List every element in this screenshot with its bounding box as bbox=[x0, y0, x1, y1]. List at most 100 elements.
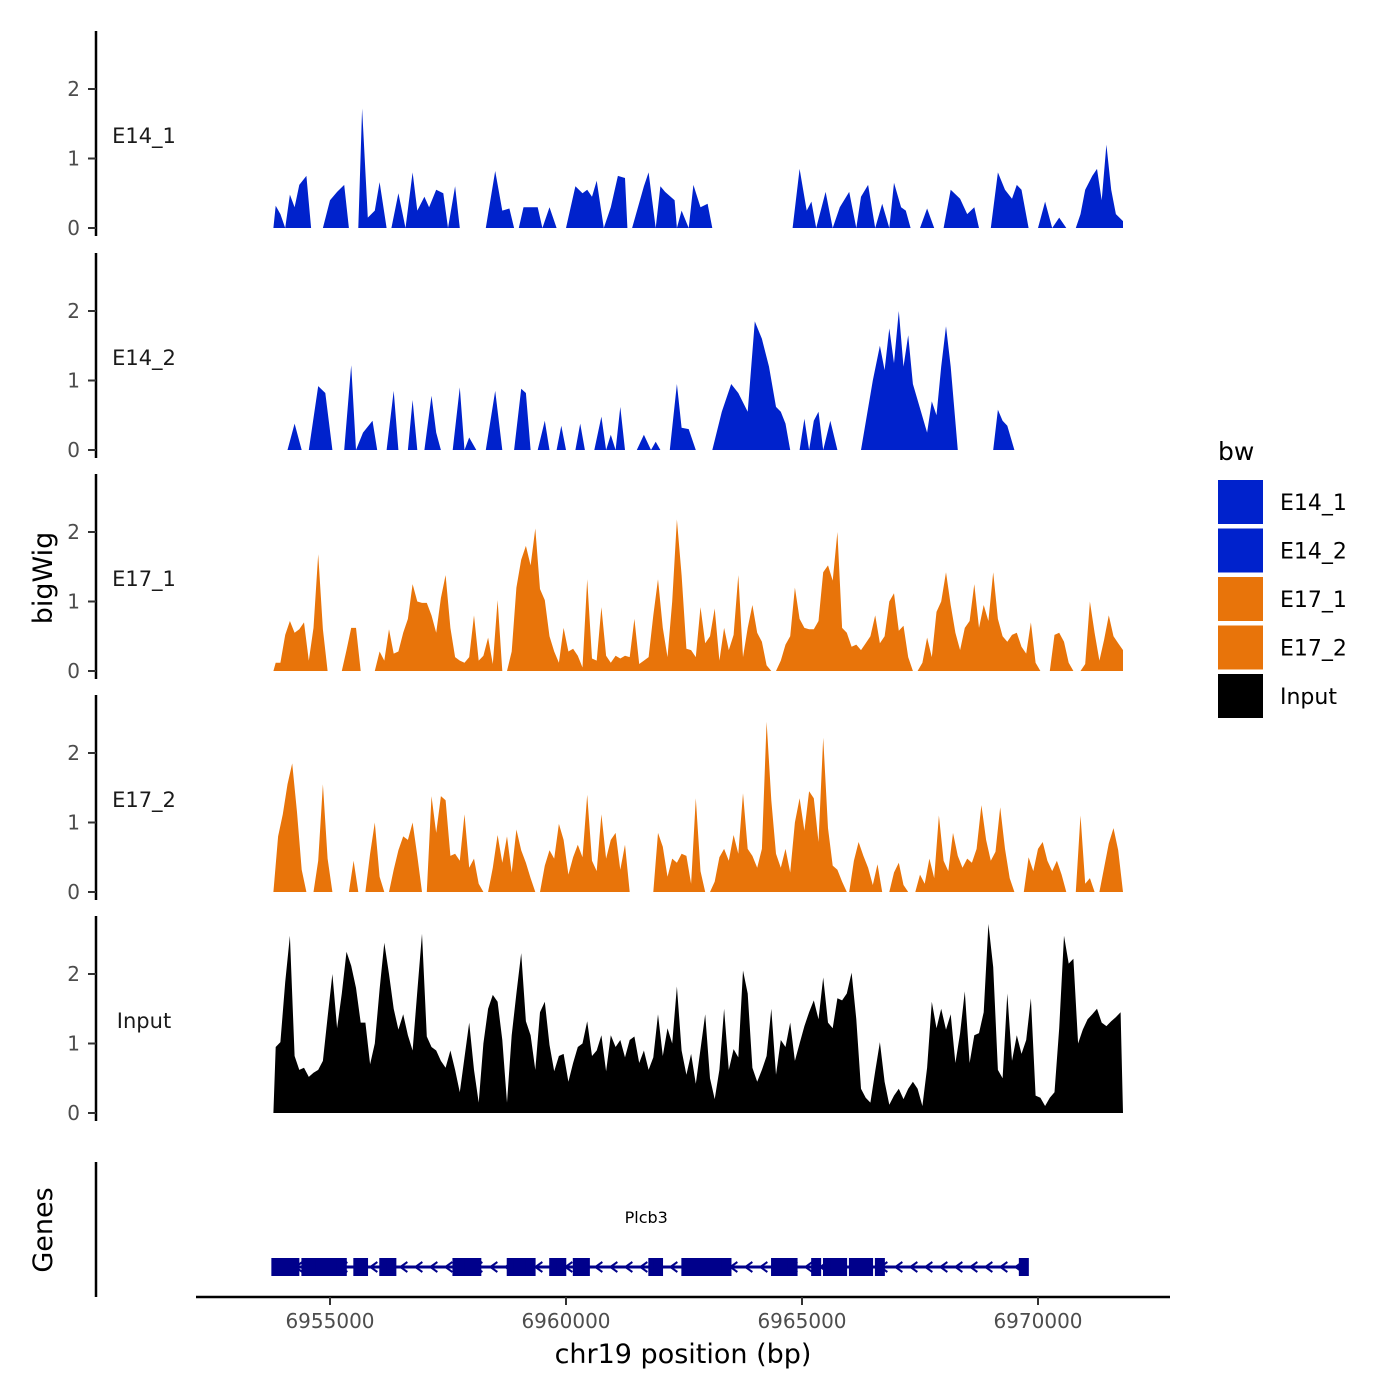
strand-arrow bbox=[893, 1261, 903, 1273]
y-tick-label: 0 bbox=[67, 216, 80, 240]
strand-arrow bbox=[938, 1261, 948, 1273]
signal-area bbox=[273, 924, 1123, 1113]
strand-arrow bbox=[428, 1261, 438, 1273]
x-tick-label: 6965000 bbox=[757, 1309, 846, 1333]
legend-item: E17_2 bbox=[1218, 625, 1347, 670]
strand-arrow bbox=[953, 1261, 963, 1273]
strand-arrow bbox=[638, 1261, 648, 1273]
legend-swatch bbox=[1218, 480, 1263, 524]
exon bbox=[721, 1258, 732, 1276]
track-label: E14_1 bbox=[112, 124, 176, 149]
strand-arrow bbox=[908, 1261, 918, 1273]
signal-area bbox=[287, 311, 1015, 450]
gene-models: Plcb3 bbox=[271, 1208, 1029, 1276]
strand-arrow bbox=[488, 1261, 498, 1273]
exon bbox=[379, 1258, 390, 1276]
exon bbox=[315, 1258, 326, 1276]
x-ticks: 6955000 6960000 6965000 6970000 bbox=[285, 1297, 1083, 1333]
exon bbox=[856, 1258, 866, 1276]
track-label: E17_2 bbox=[112, 788, 176, 813]
strand-arrow bbox=[443, 1261, 453, 1273]
exon bbox=[579, 1258, 590, 1276]
exon bbox=[704, 1258, 715, 1276]
exon bbox=[525, 1258, 536, 1276]
y-tick-label: 2 bbox=[67, 299, 80, 323]
exon bbox=[1018, 1258, 1029, 1276]
signal-area bbox=[273, 519, 1123, 671]
exon bbox=[830, 1258, 841, 1276]
strand-arrow bbox=[623, 1261, 633, 1273]
y-tick-label: 2 bbox=[67, 962, 80, 986]
y-tick-label: 0 bbox=[67, 438, 80, 462]
exon bbox=[452, 1258, 463, 1276]
genes-axis-title: Genes bbox=[28, 1187, 59, 1272]
exon bbox=[681, 1258, 692, 1276]
exon bbox=[822, 1258, 833, 1276]
exon bbox=[863, 1258, 874, 1276]
legend-item: Input bbox=[1218, 674, 1337, 718]
strand-arrow bbox=[983, 1261, 993, 1273]
exon bbox=[301, 1258, 312, 1276]
x-tick-label: 6970000 bbox=[993, 1309, 1082, 1333]
exon bbox=[572, 1258, 583, 1276]
strand-arrow bbox=[923, 1261, 933, 1273]
legend-title: bw bbox=[1218, 437, 1254, 466]
y-tick-label: 0 bbox=[67, 880, 80, 904]
y-tick-label: 2 bbox=[67, 741, 80, 765]
y-axis-title: bigWig bbox=[28, 532, 59, 625]
x-axis: 6955000 6960000 6965000 6970000 chr19 posit… bbox=[196, 1295, 1170, 1370]
track-e17-1: 0 1 2 E17_1 bbox=[67, 474, 1123, 683]
signal-area bbox=[273, 108, 1123, 228]
y-tick-label: 0 bbox=[67, 1101, 80, 1125]
legend: bw E14_1 E14_2 E17_1 E17_2 Input bbox=[1218, 437, 1347, 718]
strand-arrow bbox=[398, 1261, 408, 1273]
exon bbox=[556, 1258, 567, 1276]
legend-label: E17_2 bbox=[1280, 637, 1347, 662]
exon bbox=[464, 1258, 475, 1276]
x-axis-title: chr19 position (bp) bbox=[555, 1339, 812, 1370]
signal-area bbox=[273, 721, 1123, 892]
exon bbox=[336, 1258, 347, 1276]
exon bbox=[714, 1258, 725, 1276]
strand-arrow bbox=[608, 1261, 618, 1273]
legend-swatch bbox=[1218, 528, 1263, 573]
gene-label: Plcb3 bbox=[625, 1208, 668, 1227]
x-tick-label: 6955000 bbox=[285, 1309, 374, 1333]
legend-swatch bbox=[1218, 577, 1263, 621]
exon bbox=[653, 1258, 664, 1276]
legend-item: E14_1 bbox=[1218, 480, 1347, 524]
strand-arrow bbox=[758, 1261, 768, 1273]
strand-arrow bbox=[368, 1261, 378, 1273]
exon bbox=[518, 1258, 529, 1276]
track-e14-1: 0 1 2 E14_1 bbox=[67, 31, 1123, 240]
tracks-layer: 0 1 2 E14_1 0 1 2 E14_2 0 1 2 E17_1 0 1 2 E17_2 0 1 2 Input bbox=[67, 31, 1123, 1125]
exon bbox=[787, 1258, 798, 1276]
strand-arrow bbox=[803, 1261, 813, 1273]
gene-plcb3: Plcb3 bbox=[271, 1208, 1029, 1276]
y-tick-label: 2 bbox=[67, 77, 80, 101]
strand-arrow bbox=[668, 1261, 678, 1273]
legend-label: E17_1 bbox=[1280, 588, 1347, 613]
exon bbox=[837, 1258, 848, 1276]
genes-panel: Genes Plcb3 bbox=[28, 1162, 1029, 1297]
strand-arrow bbox=[998, 1261, 1008, 1273]
track-label: E14_2 bbox=[112, 346, 176, 371]
exon bbox=[329, 1258, 340, 1276]
exon bbox=[322, 1258, 333, 1276]
exon bbox=[811, 1258, 822, 1276]
x-tick-label: 6960000 bbox=[521, 1309, 610, 1333]
exon bbox=[848, 1258, 859, 1276]
y-tick-label: 1 bbox=[67, 1032, 80, 1056]
y-tick-label: 2 bbox=[67, 520, 80, 544]
track-input: 0 1 2 Input bbox=[67, 916, 1123, 1125]
exon bbox=[271, 1258, 300, 1276]
legend-label: E14_1 bbox=[1280, 491, 1347, 516]
exon bbox=[308, 1258, 319, 1276]
exon bbox=[688, 1258, 699, 1276]
strand-arrow bbox=[413, 1261, 423, 1273]
strand-arrow bbox=[593, 1261, 603, 1273]
exon bbox=[386, 1258, 397, 1276]
legend-swatch bbox=[1218, 625, 1263, 670]
y-tick-label: 0 bbox=[67, 659, 80, 683]
